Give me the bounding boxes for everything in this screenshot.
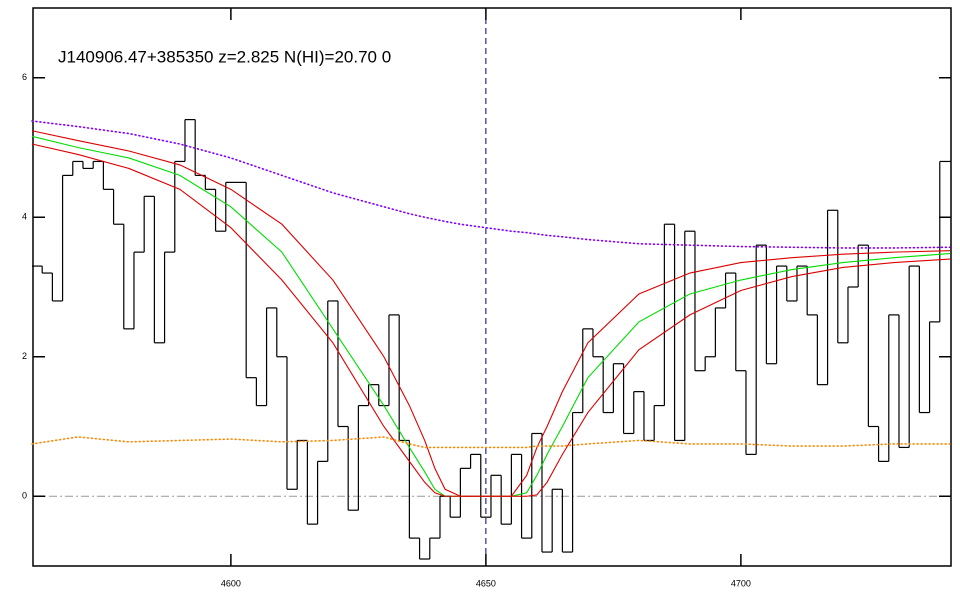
x-tick-label: 4650 (476, 578, 496, 588)
chart-title: J140906.47+385350 z=2.825 N(HI)=20.70 0 (58, 47, 391, 66)
y-tick-label: 4 (22, 212, 27, 222)
model-curve (31, 135, 951, 497)
dotted-curve (31, 436, 951, 449)
x-tick-label: 4600 (221, 578, 241, 588)
dotted-curve (31, 120, 951, 249)
y-tick-label: 6 (22, 72, 27, 82)
plot-frame (32, 7, 952, 567)
y-tick-label: 2 (22, 351, 27, 361)
x-tick-label: 4700 (731, 578, 751, 588)
model-curve (31, 143, 951, 497)
y-tick-label: 0 (22, 491, 27, 501)
